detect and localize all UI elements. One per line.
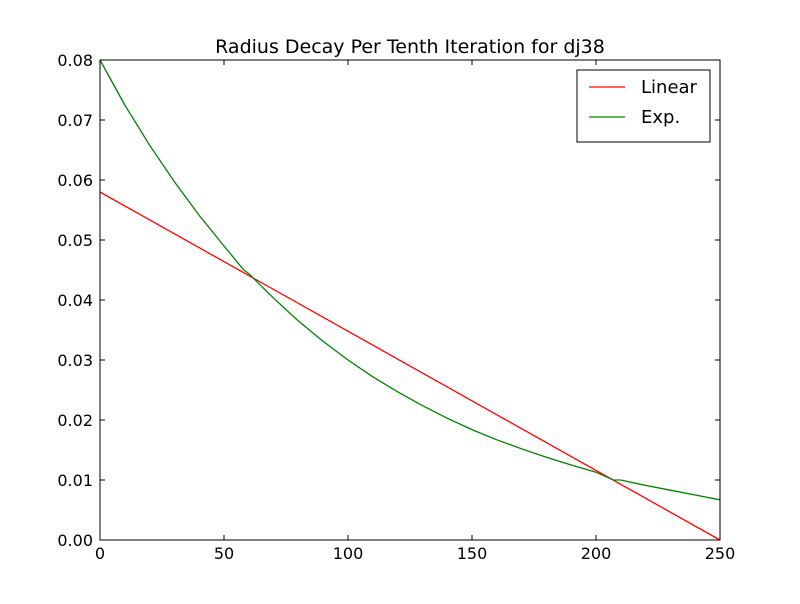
- y-tick-label: 0.00: [57, 531, 93, 550]
- y-tick-label: 0.01: [57, 471, 93, 490]
- axes: 0 50 100 150 200 250 0.00 0.01 0.02 0.03 0.04 0.05 0…: [57, 51, 735, 563]
- x-tick-label: 200: [581, 544, 612, 563]
- legend: Linear Exp.: [576, 69, 711, 143]
- chart-title: Radius Decay Per Tenth Iteration for dj3…: [215, 36, 605, 58]
- x-tick-label: 0: [95, 544, 105, 563]
- x-tick-label: 100: [333, 544, 364, 563]
- y-tick-label: 0.07: [57, 111, 93, 130]
- y-tick-label: 0.05: [57, 231, 93, 250]
- y-tick-label: 0.02: [57, 411, 93, 430]
- x-tick-label: 150: [457, 544, 488, 563]
- legend-label-exp: Exp.: [641, 107, 680, 128]
- plot-area: [99, 59, 721, 541]
- y-tick-label: 0.04: [57, 291, 93, 310]
- y-tick-label: 0.06: [57, 171, 93, 190]
- x-tick-label: 250: [705, 544, 736, 563]
- y-tick-label: 0.08: [57, 51, 93, 70]
- x-tick-label: 50: [214, 544, 234, 563]
- series-line-exp: [99, 59, 721, 501]
- y-tick-label: 0.03: [57, 351, 93, 370]
- legend-box: [576, 69, 711, 143]
- legend-label-linear: Linear: [641, 77, 698, 98]
- series-line-linear: [99, 191, 721, 541]
